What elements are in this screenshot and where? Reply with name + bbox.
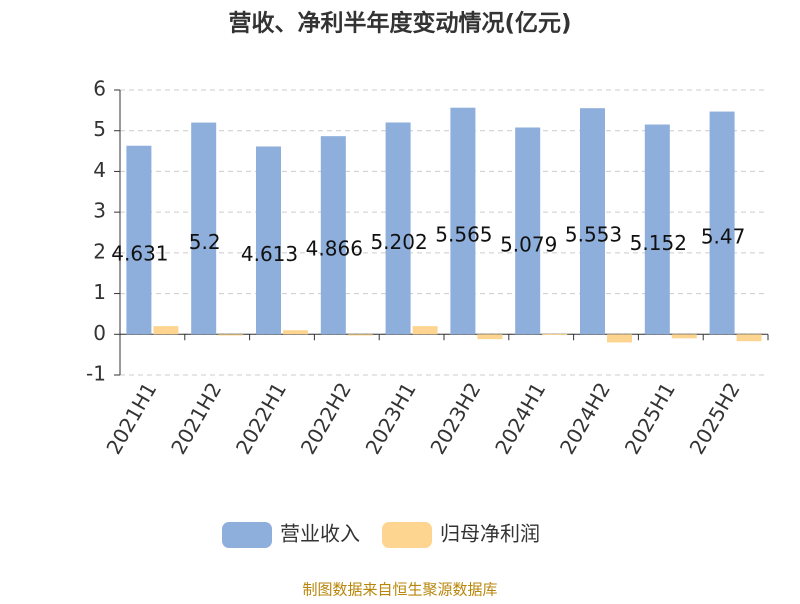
x-tick-label: 2024H2 <box>555 378 615 458</box>
x-tick-label: 2022H2 <box>296 378 356 458</box>
value-label: 4.613 <box>241 242 298 266</box>
y-tick-label: 3 <box>93 199 106 223</box>
source-note: 制图数据来自恒生聚源数据库 <box>302 581 497 599</box>
bar <box>709 111 735 335</box>
legend-swatch <box>382 522 432 548</box>
chart-title: 营收、净利半年度变动情况(亿元) <box>228 10 571 37</box>
y-tick-label: 1 <box>93 280 106 304</box>
value-label: 5.2 <box>189 230 221 254</box>
bar <box>542 333 568 335</box>
value-label: 5.565 <box>435 222 492 246</box>
x-tick-label: 2021H2 <box>166 378 226 458</box>
x-tick-label: 2023H1 <box>361 378 421 458</box>
bar <box>218 334 244 336</box>
x-tick-label: 2021H1 <box>101 378 161 458</box>
bar <box>644 124 670 335</box>
bar <box>515 127 541 335</box>
value-label: 5.079 <box>500 232 557 256</box>
bar <box>256 146 281 335</box>
value-label: 4.866 <box>306 237 363 261</box>
bar <box>126 145 152 335</box>
value-label: 4.631 <box>111 242 168 266</box>
legend-label: 归母净利润 <box>440 522 540 546</box>
bar <box>580 108 605 335</box>
value-label: 5.553 <box>565 223 622 247</box>
bar <box>736 334 762 342</box>
y-tick-label: 6 <box>93 77 106 101</box>
y-tick-label: -1 <box>86 362 106 386</box>
y-tick-label: 4 <box>93 158 106 182</box>
x-tick-label: 2022H1 <box>231 378 291 458</box>
bar <box>671 334 697 339</box>
x-tick-label: 2023H2 <box>425 378 485 458</box>
bar <box>412 326 438 335</box>
legend-swatch <box>222 522 272 548</box>
x-tick-label: 2024H1 <box>490 378 550 458</box>
bar <box>607 334 632 343</box>
bar <box>477 334 503 340</box>
bar <box>385 122 411 335</box>
bar <box>320 136 346 335</box>
bar <box>347 334 373 336</box>
bar <box>450 107 476 335</box>
x-tick-label: 2025H1 <box>620 378 680 458</box>
value-label: 5.47 <box>701 224 746 248</box>
x-tick-label: 2025H2 <box>685 378 745 458</box>
y-tick-label: 2 <box>93 239 106 263</box>
value-label: 5.152 <box>630 231 687 255</box>
bar <box>283 330 308 335</box>
legend-label: 营业收入 <box>280 522 360 546</box>
value-label: 5.202 <box>370 230 427 254</box>
bar <box>153 326 179 335</box>
y-tick-label: 5 <box>93 117 106 141</box>
bar <box>191 122 217 335</box>
y-tick-label: 0 <box>93 321 106 345</box>
